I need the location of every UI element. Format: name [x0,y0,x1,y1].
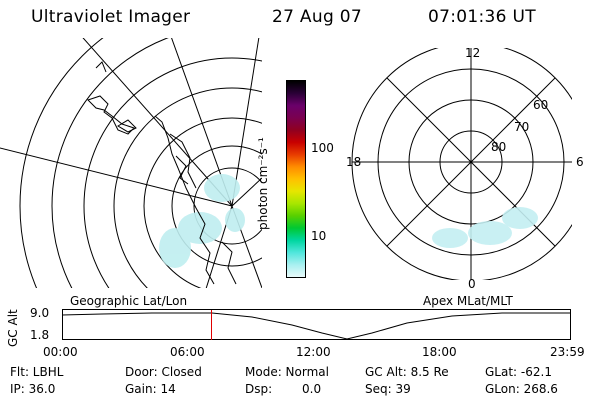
aurora-emission [159,174,245,268]
geographic-map [0,38,262,288]
time-tick-2359: 23:59 [550,345,585,359]
dsp-value: 0.0 [302,382,322,396]
colorbar [286,80,306,278]
polar-label-12: 12 [465,46,481,60]
time-tick-0600: 06:00 [170,345,205,359]
time-label: 07:01:36 UT [428,7,536,27]
time-tick-0000: 00:00 [43,345,78,359]
polar-label-0: 0 [468,277,476,291]
latitude-circles [19,38,262,288]
colorbar-tick-100: 100 [311,141,334,155]
altitude-ylabel: GC Alt [6,309,20,347]
glon-status: GLon: 268.6 [485,382,558,396]
colorbar-unit-label: photon cm⁻²s⁻¹ [256,137,270,230]
ip-status: IP: 36.0 [10,382,56,396]
polar-label-6: 6 [576,155,584,169]
polar-label-70: 70 [514,120,530,134]
dsp-label: Dsp: [245,382,273,396]
meridian-diag-2 [386,77,556,247]
glat-status: GLat: -62.1 [485,365,552,379]
time-tick-1200: 12:00 [296,345,331,359]
longitude-lines [0,38,262,288]
gain-status: Gain: 14 [125,382,176,396]
colorbar-tick-10: 10 [311,229,327,243]
mode-status: Mode: Normal [245,365,329,379]
gc-alt-status: GC Alt: 8.5 Re [365,365,449,379]
filter-status: Flt: LBHL [10,365,64,379]
altitude-ytick-1-8: 1.8 [30,328,50,342]
coastlines [87,61,237,285]
door-status: Door: Closed [125,365,202,379]
apex-polar-plot [351,48,572,280]
seq-status: Seq: 39 [365,382,411,396]
polar-label-60: 60 [533,98,549,112]
time-tick-1800: 18:00 [422,345,457,359]
polar-label-80: 80 [491,140,507,154]
altitude-curve [62,312,571,340]
altitude-plot [62,309,571,340]
date-label: 27 Aug 07 [272,7,362,27]
polar-label-18: 18 [346,155,362,169]
altitude-ytick-9: 9.0 [30,306,50,320]
polar-aurora-emission [432,207,538,248]
altitude-plot-frame [62,309,571,340]
geographic-caption: Geographic Lat/Lon [70,294,188,308]
image-title: Ultraviolet Imager [31,7,191,27]
apex-caption: Apex MLat/MLT [423,294,513,308]
